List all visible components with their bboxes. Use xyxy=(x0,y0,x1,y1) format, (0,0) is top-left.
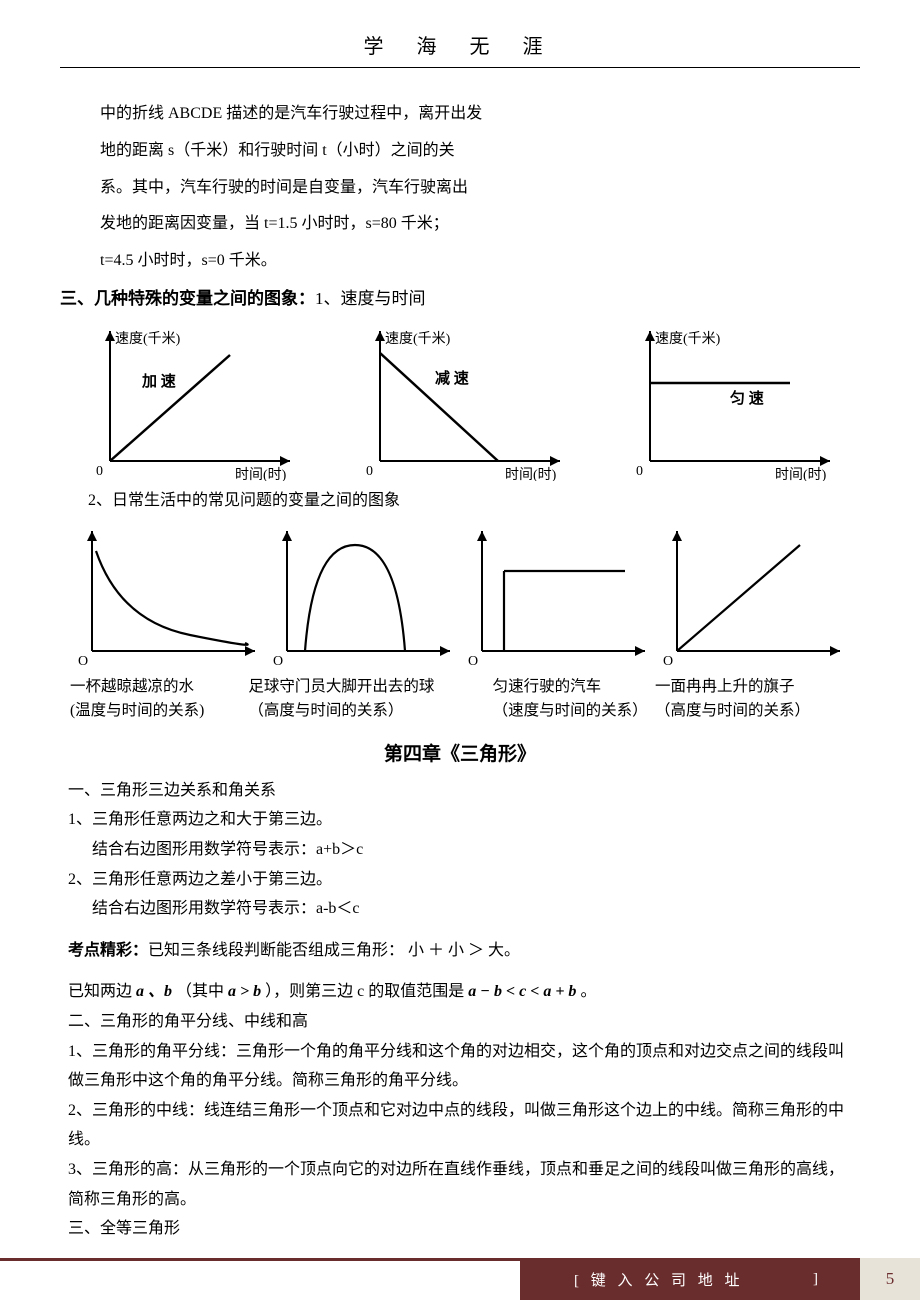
ylabel: 速度(千米) xyxy=(115,331,181,347)
caption-l1: 匀速行驶的汽车 xyxy=(493,675,652,699)
caption-col: 足球守门员大脚开出去的球 （高度与时间的关系） xyxy=(248,675,463,723)
kaodian-label: 考点精彩： xyxy=(68,942,148,959)
xlabel: 时间(时) xyxy=(235,467,287,481)
xlabel: 时间(时) xyxy=(505,467,557,481)
xlabel: 时间(时) xyxy=(775,467,827,481)
caption-l2: （速度与时间的关系） xyxy=(493,699,652,723)
range-mid2: ），则第三边 c 的取值范围是 xyxy=(265,983,464,1000)
range-agb: a > b xyxy=(228,983,261,1000)
chart-tag: 加 速 xyxy=(141,372,176,390)
range-expr: a − b < c < a + b xyxy=(468,983,576,1000)
ylabel: 速度(千米) xyxy=(385,331,451,347)
footer-bracket: ] xyxy=(813,1271,822,1288)
range-line: 已知两边 a 、b （其中 a > b ），则第三边 c 的取值范围是 a − … xyxy=(68,977,852,1007)
chart-constant: 速度(千米) 时间(时) 0 匀 速 xyxy=(620,321,840,486)
caption-row: 一杯越晾越凉的水 (温度与时间的关系) 足球守门员大脚开出去的球 （高度与时间的… xyxy=(60,673,860,723)
range-pre: 已知两边 xyxy=(68,983,132,1000)
ylabel: 速度(千米) xyxy=(655,331,721,347)
range-mid1: （其中 xyxy=(176,983,224,1000)
s2-3: 3、三角形的高：从三角形的一个顶点向它的对边所在直线作垂线，顶点和垂足之间的线段… xyxy=(68,1155,852,1214)
s1-1: 1、三角形任意两边之和大于第三边。 xyxy=(68,805,852,835)
intro-paragraph: 中的折线 ABCDE 描述的是汽车行驶过程中，离开出发 地的距离 s（千米）和行… xyxy=(60,96,860,280)
caption-col: 一面冉冉上升的旗子 （高度与时间的关系） xyxy=(655,675,850,723)
origin: O xyxy=(78,654,88,668)
caption-l1: 一杯越晾越凉的水 xyxy=(70,675,245,699)
range-end: 。 xyxy=(580,983,596,1000)
s2-1: 1、三角形的角平分线：三角形一个角的角平分线和这个角的对边相交，这个角的顶点和对… xyxy=(68,1037,852,1096)
chart-row-2: O O O xyxy=(60,517,860,673)
kaodian-line: 考点精彩：已知三条线段判断能否组成三角形： 小 ＋ 小 ＞ 大。 xyxy=(68,936,852,966)
chapter4-body: 一、三角形三边关系和角关系 1、三角形任意两边之和大于第三边。 结合右边图形用数… xyxy=(60,776,860,1244)
s2-2: 2、三角形的中线：线连结三角形一个顶点和它对边中点的线段，叫做三角形这个边上的中… xyxy=(68,1096,852,1155)
chart-decelerate: 速度(千米) 时间(时) 0 减 速 xyxy=(350,321,570,486)
intro-line: 系。其中，汽车行驶的时间是自变量，汽车行驶离出 xyxy=(100,170,860,207)
caption-l1: 一面冉冉上升的旗子 xyxy=(655,675,850,699)
caption-l2: （高度与时间的关系） xyxy=(248,699,463,723)
chart-accelerate: 速度(千米) 时间(时) 0 加 速 xyxy=(80,321,300,486)
footer-address-label: [ 键 入 公 司 地 址 xyxy=(574,1269,744,1290)
footer-rule xyxy=(0,1258,520,1300)
caption-l1: 足球守门员大脚开出去的球 xyxy=(248,675,463,699)
chart-row-1: 速度(千米) 时间(时) 0 加 速 速度(千米) 时间(时) 0 减 速 xyxy=(60,317,860,486)
section3-heading: 三、几种特殊的变量之间的图象：1、速度与时间 xyxy=(60,280,860,317)
footer-page-box: 5 xyxy=(860,1258,920,1300)
kaodian-text: 已知三条线段判断能否组成三角形： 小 ＋ 小 ＞ 大。 xyxy=(148,942,520,959)
s1-1b: 结合右边图形用数学符号表示：a+b＞c xyxy=(68,835,852,865)
s1-head: 一、三角形三边关系和角关系 xyxy=(68,776,852,806)
section3-sub2: 2、日常生活中的常见问题的变量之间的图象 xyxy=(60,486,860,516)
chart-constant-car: O xyxy=(460,523,655,673)
origin: 0 xyxy=(366,464,373,479)
origin: O xyxy=(468,654,478,668)
chart-flag: O xyxy=(655,523,850,673)
caption-l2: （高度与时间的关系） xyxy=(655,699,850,723)
intro-line: t=4.5 小时时，s=0 千米。 xyxy=(100,243,860,280)
origin: 0 xyxy=(96,464,103,479)
intro-line: 中的折线 ABCDE 描述的是汽车行驶过程中，离开出发 xyxy=(100,96,860,133)
chart-cooling-water: O xyxy=(70,523,265,673)
range-ab: a 、b xyxy=(136,983,172,1000)
intro-line: 发地的距离因变量，当 t=1.5 小时时，s=80 千米； xyxy=(100,206,860,243)
section3-heading-bold: 三、几种特殊的变量之间的图象： xyxy=(60,289,315,308)
chart-tag: 匀 速 xyxy=(730,389,764,407)
chart-tag: 减 速 xyxy=(435,369,469,387)
caption-col: 一杯越晾越凉的水 (温度与时间的关系) xyxy=(70,675,245,723)
caption-col: 匀速行驶的汽车 （速度与时间的关系） xyxy=(467,675,652,723)
chapter4-title: 第四章《三角形》 xyxy=(60,739,860,766)
footer-page-number: 5 xyxy=(886,1269,895,1289)
s1-2: 2、三角形任意两边之差小于第三边。 xyxy=(68,865,852,895)
origin: O xyxy=(273,654,283,668)
s3-head: 三、全等三角形 xyxy=(68,1214,852,1244)
footer-bar: [ 键 入 公 司 地 址 ] xyxy=(520,1258,860,1300)
section3-heading-tail: 1、速度与时间 xyxy=(315,289,426,308)
s1-2b: 结合右边图形用数学符号表示：a-b＜c xyxy=(68,894,852,924)
chart-football: O xyxy=(265,523,460,673)
intro-line: 地的距离 s（千米）和行驶时间 t（小时）之间的关 xyxy=(100,133,860,170)
origin: 0 xyxy=(636,464,643,479)
page-footer: [ 键 入 公 司 地 址 ] 5 xyxy=(0,1258,920,1300)
page-header: 学 海 无 涯 xyxy=(60,30,860,68)
origin: O xyxy=(663,654,673,668)
s2-head: 二、三角形的角平分线、中线和高 xyxy=(68,1007,852,1037)
caption-l2: (温度与时间的关系) xyxy=(70,699,245,723)
